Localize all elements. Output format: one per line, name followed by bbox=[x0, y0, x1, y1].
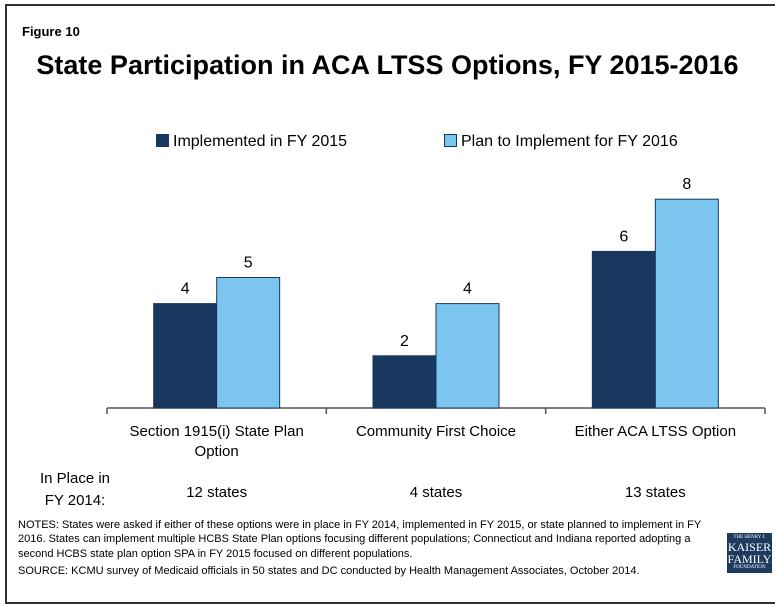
notes: NOTES: States were asked if either of th… bbox=[18, 519, 701, 560]
logo-text: FAMILY bbox=[727, 552, 772, 566]
bar bbox=[372, 355, 437, 409]
source: SOURCE: KCMU survey of Medicaid official… bbox=[18, 565, 640, 577]
data-label: 4 bbox=[181, 281, 190, 298]
bar bbox=[153, 303, 218, 409]
chart-title: State Participation in ACA LTSS Options,… bbox=[36, 50, 739, 80]
x-tick-label: Community First Choice bbox=[355, 423, 517, 440]
logo: THE HENRY J. KAISER FAMILY FOUNDATION bbox=[727, 533, 772, 573]
x-tick-label: Either ACA LTSS Option bbox=[574, 423, 737, 440]
bar bbox=[591, 250, 656, 409]
bar bbox=[654, 198, 719, 409]
data-label: 2 bbox=[400, 333, 409, 350]
data-label: 6 bbox=[619, 228, 628, 245]
bar bbox=[216, 277, 281, 409]
figure-label: Figure 10 bbox=[22, 24, 80, 39]
in-place-label: In Place in FY 2014: bbox=[39, 470, 111, 509]
in-place-value: 12 states bbox=[186, 484, 248, 501]
data-label: 4 bbox=[463, 281, 472, 298]
in-place-value: 13 states bbox=[624, 484, 686, 501]
legend-item: Implemented in FY 2015 bbox=[156, 133, 347, 151]
legend-swatch bbox=[156, 134, 169, 147]
data-label: 5 bbox=[244, 255, 253, 272]
logo-text: THE HENRY J. bbox=[733, 535, 766, 540]
chart: 4 5 2 4 6 8 bbox=[106, 176, 766, 414]
data-label: 8 bbox=[682, 176, 691, 193]
logo-text: FOUNDATION bbox=[733, 565, 766, 570]
x-tick-label: Section 1915(i) State Plan Option bbox=[129, 423, 304, 460]
legend-label: Implemented in FY 2015 bbox=[173, 133, 348, 150]
legend-swatch bbox=[444, 134, 457, 147]
legend-item: Plan to Implement for FY 2016 bbox=[444, 133, 678, 151]
bar bbox=[435, 303, 500, 409]
logo-text: KAISER bbox=[727, 540, 772, 554]
legend-label: Plan to Implement for FY 2016 bbox=[461, 133, 678, 150]
in-place-value: 4 states bbox=[409, 484, 463, 501]
page: Figure 10 State Participation in ACA LTS… bbox=[5, 4, 775, 604]
